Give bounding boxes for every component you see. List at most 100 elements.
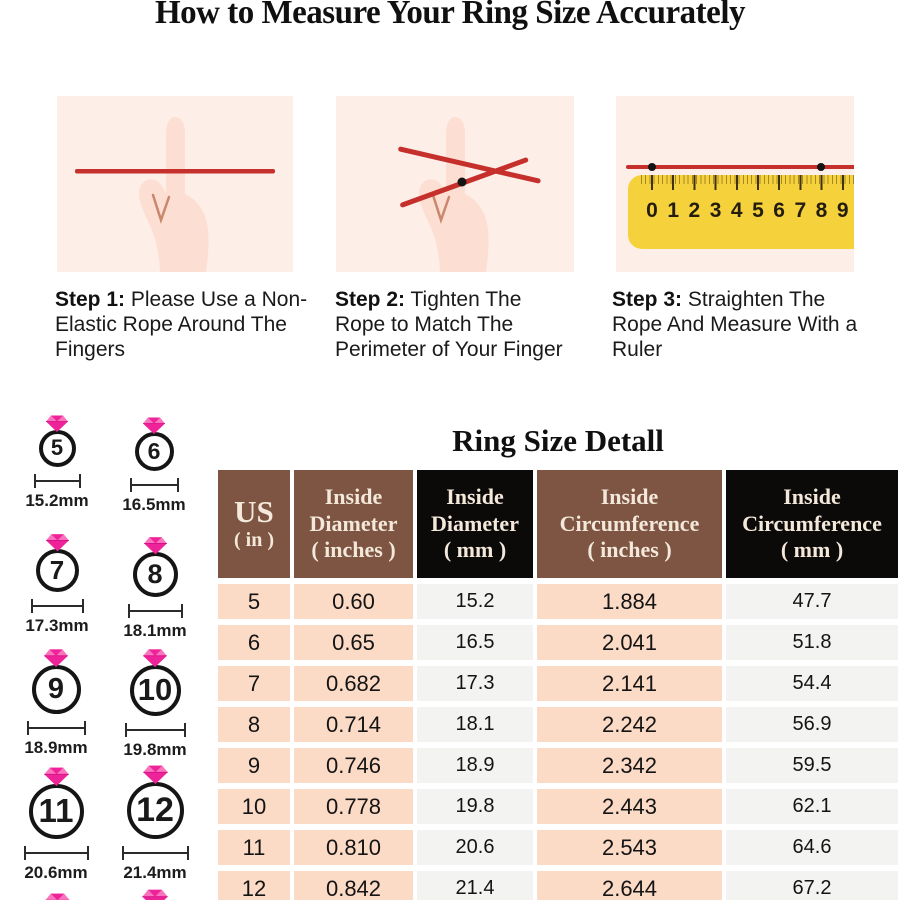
table-cell: 56.9 [726,707,898,742]
rope-line [75,169,275,174]
diameter-bracket [129,477,179,492]
ring-size-number: 9 [47,672,65,705]
table-cell: 0.810 [294,830,413,865]
ring-size-number: 12 [136,790,174,829]
ruler-number: 9 [836,199,849,222]
ruler-number: 2 [688,199,701,222]
table-cell: 15.2 [417,584,533,619]
table-header-cell: US( in ) [218,470,290,578]
table-cell: 2.443 [537,789,722,824]
rope-line [398,146,541,184]
diamond-icon [44,893,70,900]
ring-size-number: 7 [49,554,65,585]
table-cell: 2.041 [537,625,722,660]
table-title: Ring Size Detall [452,423,664,458]
table-cell: 62.1 [726,789,898,824]
diameter-bracket [23,845,89,860]
table-header-cell: Inside Circumference( inches ) [537,470,722,578]
ring-item [13,892,102,900]
table-header-line: Inside [600,483,659,509]
ruler-number: 3 [709,199,722,222]
table-cell: 16.5 [417,625,533,660]
diamond-icon [43,767,69,786]
hand-icon [398,117,541,272]
diamond-icon [143,417,165,434]
table-header-line: ( mm ) [780,537,844,563]
ring-band: 12 [126,781,184,839]
table-cell: 0.60 [294,584,413,619]
ring-band: 10 [129,664,181,716]
ring-size-number: 10 [137,672,173,707]
ruler-number: 0 [646,199,658,222]
ring-band: 9 [31,664,81,714]
table-cell: 2.644 [537,871,722,900]
table-cell: 10 [218,789,290,824]
table-cell: 18.1 [417,707,533,742]
table-cell: 20.6 [417,830,533,865]
diameter-label: 18.1mm [123,620,187,640]
table-header-line: Inside [324,483,383,509]
table-cell: 2.342 [537,748,722,783]
ring-item: 5 15.2mm [24,414,91,511]
ring-item: 11 20.6mm [14,766,99,883]
table-cell: 9 [218,748,290,783]
table-header-line: ( inches ) [311,537,396,563]
diameter-label: 16.5mm [122,494,186,514]
table-cell: 47.7 [726,584,898,619]
step-2-illustration [336,96,574,272]
step-2-caption: Step 2: Tighten The Rope to Match The Pe… [335,288,563,361]
diamond-icon [142,765,168,784]
diameter-label: 20.6mm [24,862,88,882]
rope-end-dot [817,163,825,171]
table-header-line: ( in ) [234,529,274,552]
table-cell: 0.714 [294,707,413,742]
table-cell: 0.842 [294,871,413,900]
diamond-icon [46,415,68,432]
diameter-label: 18.9mm [24,737,88,757]
diameter-bracket [127,603,183,618]
ring-size-number: 6 [147,437,161,464]
ruler-number: 7 [794,199,807,222]
table-header-line: US [234,493,274,529]
ring-item: 12 21.4mm [112,764,199,883]
table-cell: 0.682 [294,666,413,701]
table-header-line: Inside [783,483,841,509]
table-cell: 2.242 [537,707,722,742]
table-cell: 2.141 [537,666,722,701]
diameter-label: 21.4mm [123,862,187,882]
table-cell: 1.884 [537,584,722,619]
table-header-line: ( inches ) [587,537,672,563]
ring-item [110,888,201,900]
ring-band: 8 [132,551,178,597]
ruler-number: 6 [773,199,785,222]
diameter-bracket [30,598,84,613]
table-header-line: Circumference [559,510,700,536]
table-cell: 2.543 [537,830,722,865]
table-cell: 51.8 [726,625,898,660]
table-header-cell: Inside Diameter( inches ) [294,470,413,578]
diamond-icon [143,648,167,667]
diameter-bracket [121,845,189,860]
table-cell: 7 [218,666,290,701]
ring-size-number: 8 [147,558,163,589]
diamond-icon [142,889,168,900]
table-header-cell: Inside Diameter( mm ) [417,470,533,578]
table-cell: 17.3 [417,666,533,701]
ring-item: 10 19.8mm [115,648,196,760]
ruler-number: 4 [730,199,743,222]
table-cell: 21.4 [417,871,533,900]
diameter-label: 19.8mm [123,739,187,759]
diamond-icon [44,648,68,667]
step-3-caption: Step 3: Straighten The Rope And Measure … [612,288,858,361]
ring-item: 8 18.1mm [118,536,193,641]
diameter-bracket [26,720,86,735]
ring-band: 7 [35,548,79,592]
ruler-number: 5 [752,199,764,222]
diameter-label: 15.2mm [25,490,89,510]
ring-band: 5 [38,429,76,467]
ring-item: 6 16.5mm [120,416,189,515]
table-cell: 0.746 [294,748,413,783]
rope-line [626,165,854,169]
table-cell: 0.778 [294,789,413,824]
